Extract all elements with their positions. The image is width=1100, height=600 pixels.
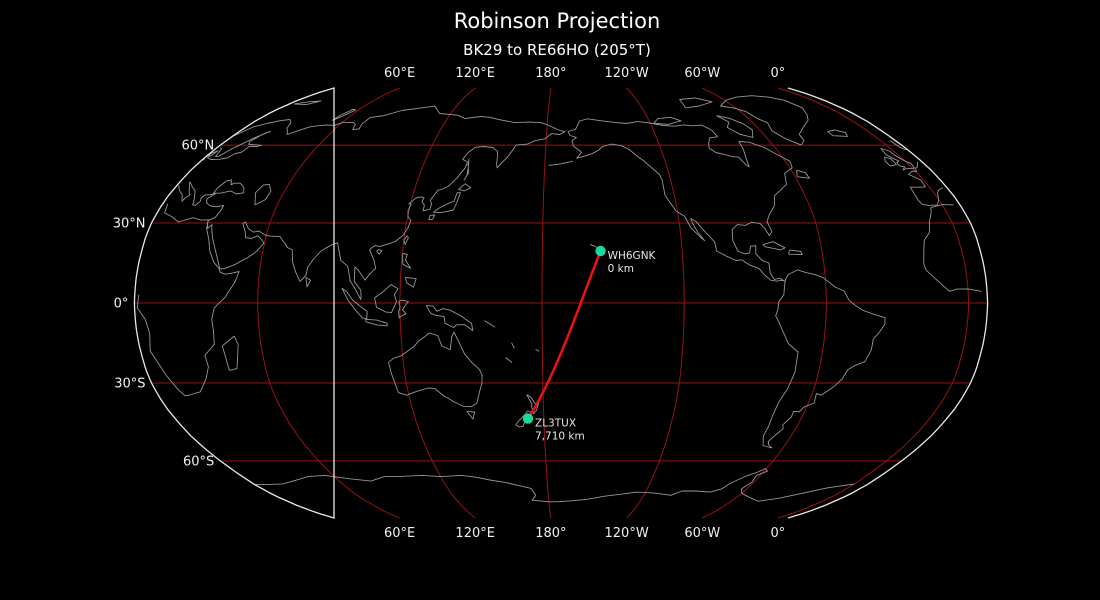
lon-tick-label: 0° — [771, 526, 786, 541]
coastline — [374, 284, 399, 314]
lat-tick-label: 60°N — [182, 139, 215, 154]
lon-tick-label: 120°W — [605, 526, 649, 541]
coastline — [432, 192, 461, 214]
coastline — [376, 248, 383, 255]
coastline — [213, 179, 245, 195]
coastline — [463, 159, 470, 181]
figure-subtitle: BK29 to RE66HO (205°T) — [463, 41, 651, 59]
lat-tick-label: 30°S — [114, 377, 145, 392]
coastline — [293, 100, 322, 106]
gridline-meridian — [399, 87, 476, 519]
coastline — [880, 148, 915, 171]
coastline — [402, 252, 412, 269]
coastline — [341, 287, 368, 320]
coastline — [254, 468, 855, 503]
axis-tick-labels: 60°E 60°E 120°E 120°E 180° 180° 120°W 120°W 60°W… — [113, 66, 786, 541]
coastline — [254, 183, 272, 206]
graticule-gridlines — [134, 87, 988, 519]
coastline — [505, 357, 513, 364]
coastline — [136, 203, 982, 397]
gridline-meridian — [777, 87, 970, 519]
coastline — [679, 97, 713, 109]
coastline — [484, 320, 496, 328]
station-distance-label: 0 km — [608, 263, 634, 275]
lat-tick-label: 30°N — [113, 217, 146, 232]
lat-tick-label: 60°S — [183, 454, 214, 469]
coastline — [720, 95, 809, 146]
lon-tick-label: 0° — [771, 66, 786, 81]
station-marker — [595, 245, 606, 257]
coastline — [428, 214, 436, 221]
great-circle-path — [526, 249, 602, 420]
coastline — [305, 277, 311, 288]
map-boundary — [133, 87, 989, 519]
coastline — [398, 299, 409, 319]
coastline — [466, 410, 476, 420]
station-callsign-label: WH6GNK — [608, 250, 657, 262]
lon-tick-label: 180° — [535, 66, 566, 81]
gridline-meridian — [702, 87, 827, 519]
coastline — [788, 249, 803, 255]
lon-tick-label: 60°W — [684, 66, 720, 81]
coastline — [388, 331, 483, 408]
lon-tick-label: 120°E — [455, 66, 495, 81]
coastline — [511, 342, 515, 349]
station-distance-label: 7,710 km — [535, 431, 585, 443]
coastline — [403, 235, 409, 246]
coastline — [458, 183, 472, 192]
lon-tick-label: 180° — [535, 526, 566, 541]
lon-tick-label: 120°W — [605, 66, 649, 81]
coastline — [178, 105, 943, 300]
coastline — [716, 115, 754, 138]
coastline — [331, 108, 357, 121]
station-marker — [522, 413, 534, 424]
lon-tick-label: 60°E — [384, 526, 415, 541]
coastline — [548, 160, 573, 166]
lon-tick-label: 60°W — [684, 526, 720, 541]
gridline-meridian — [626, 87, 685, 519]
station-callsign-label: ZL3TUX — [535, 418, 576, 430]
coastline — [762, 241, 786, 251]
coastline — [405, 276, 417, 288]
coastline — [526, 394, 540, 415]
coastline — [535, 349, 540, 352]
coastline — [567, 118, 793, 282]
coastline — [827, 129, 848, 137]
coastline — [884, 156, 897, 167]
coastline — [425, 304, 474, 331]
figure-title: Robinson Projection — [454, 9, 661, 33]
great-circle-route — [526, 249, 602, 420]
lon-tick-label: 120°E — [455, 526, 495, 541]
coastline — [762, 269, 886, 449]
coastline — [221, 335, 239, 371]
coastlines-layer — [136, 95, 982, 503]
coastline — [364, 318, 388, 327]
gridline-meridian — [541, 87, 552, 519]
lat-tick-label: 0° — [114, 297, 129, 312]
coastline — [653, 116, 682, 125]
projection-boundary — [133, 87, 989, 519]
lon-tick-label: 60°E — [384, 66, 415, 81]
gridline-meridian — [257, 87, 400, 519]
coastline — [796, 169, 810, 179]
